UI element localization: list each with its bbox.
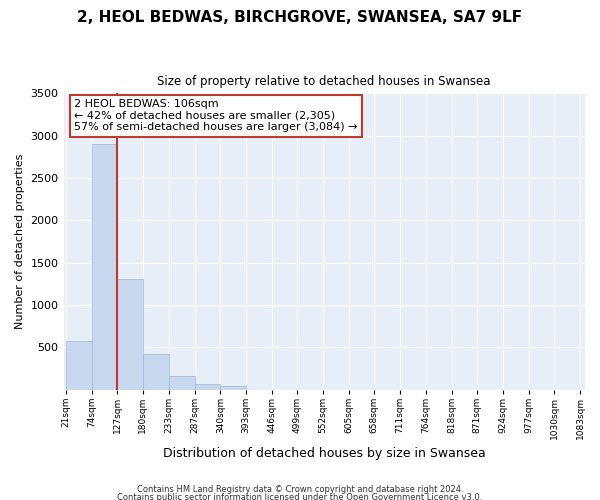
Text: 2 HEOL BEDWAS: 106sqm
← 42% of detached houses are smaller (2,305)
57% of semi-d: 2 HEOL BEDWAS: 106sqm ← 42% of detached … — [74, 100, 358, 132]
Text: Contains public sector information licensed under the Open Government Licence v3: Contains public sector information licen… — [118, 492, 482, 500]
Bar — [66, 340, 92, 390]
Bar — [195, 384, 220, 390]
X-axis label: Distribution of detached houses by size in Swansea: Distribution of detached houses by size … — [163, 447, 485, 460]
Bar — [117, 278, 143, 390]
Title: Size of property relative to detached houses in Swansea: Size of property relative to detached ho… — [157, 75, 491, 88]
Bar — [143, 354, 169, 390]
Text: 2, HEOL BEDWAS, BIRCHGROVE, SWANSEA, SA7 9LF: 2, HEOL BEDWAS, BIRCHGROVE, SWANSEA, SA7… — [77, 10, 523, 25]
Text: Contains HM Land Registry data © Crown copyright and database right 2024.: Contains HM Land Registry data © Crown c… — [137, 486, 463, 494]
Bar — [169, 376, 195, 390]
Bar — [220, 386, 246, 390]
Y-axis label: Number of detached properties: Number of detached properties — [15, 154, 25, 329]
Bar — [92, 144, 117, 390]
